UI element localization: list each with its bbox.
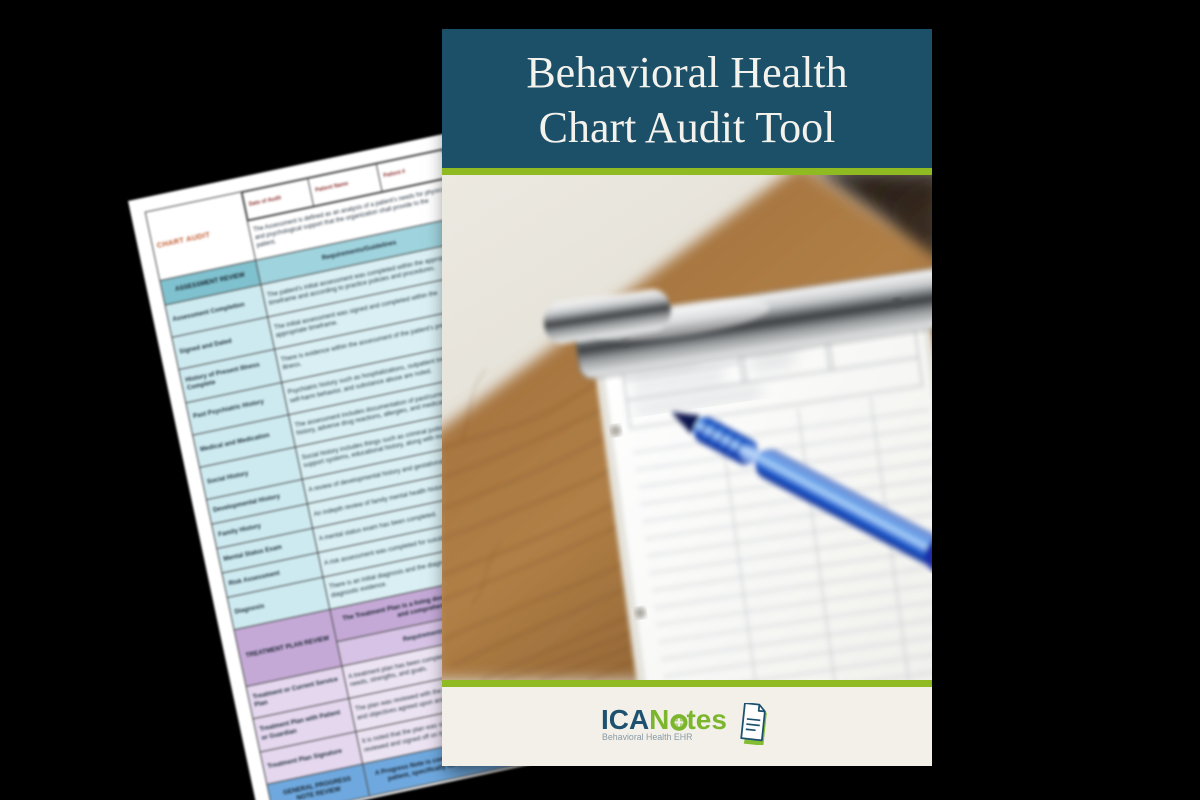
svg-text:ICAN: ICAN: [601, 704, 669, 735]
svg-text:tes: tes: [686, 704, 726, 735]
svg-text:Behavioral Health EHR: Behavioral Health EHR: [602, 732, 692, 742]
